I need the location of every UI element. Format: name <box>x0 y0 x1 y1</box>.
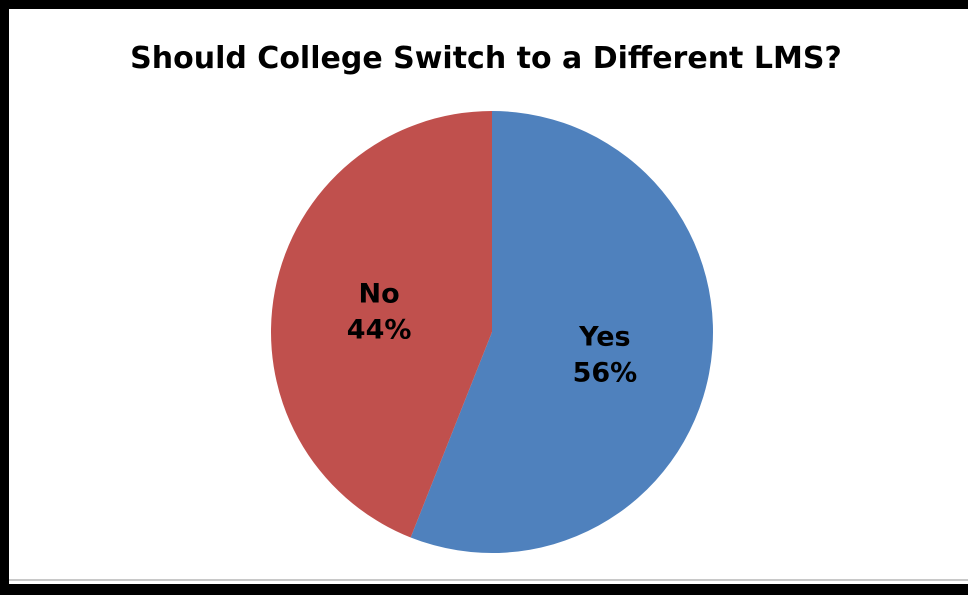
slice-percent-yes: 56% <box>573 358 638 389</box>
pie-labels: Yes 56% No 44% <box>347 278 637 388</box>
pie-slice-yes <box>410 111 713 553</box>
slice-label-no: No <box>359 278 400 309</box>
chart-title: Should College Switch to a Different LMS… <box>130 41 842 76</box>
slice-percent-no: 44% <box>347 314 412 345</box>
pie-slices <box>270 110 713 553</box>
slice-label-yes: Yes <box>578 322 630 353</box>
pie-slice-no <box>270 110 492 538</box>
